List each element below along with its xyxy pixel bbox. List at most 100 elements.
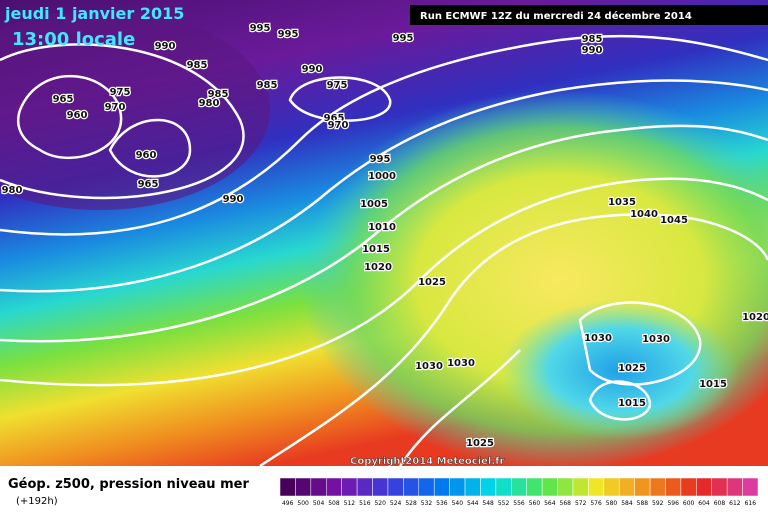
colorbar-swatch: [572, 477, 589, 497]
colorbar-label: 612: [729, 500, 741, 507]
isobar-label: 980: [2, 185, 23, 196]
isobar-label: 1040: [630, 209, 658, 220]
colorbar-label: 552: [498, 500, 510, 507]
colorbar-swatch: [418, 477, 435, 497]
time: 13:00 locale: [12, 29, 135, 50]
colorbar-swatch: [711, 477, 728, 497]
copyright: Copyright2014 Meteociel.fr: [350, 456, 504, 467]
colorbar-swatch: [726, 477, 743, 497]
isobar-label: 970: [105, 102, 126, 113]
colorbar-swatch: [433, 477, 450, 497]
colorbar-swatch: [588, 477, 605, 497]
run-info: Run ECMWF 12Z du mercredi 24 décembre 20…: [420, 10, 692, 22]
colorbar-label: 600: [683, 500, 695, 507]
isobar-label: 985: [187, 60, 208, 71]
colorbar-swatch: [665, 477, 682, 497]
colorbar-label: 524: [390, 500, 402, 507]
isobar-label: 1005: [360, 199, 388, 210]
isobar-label: 1045: [660, 215, 688, 226]
isobar-label: 995: [250, 23, 271, 34]
colorbar-swatch: [403, 477, 420, 497]
colorbar-swatch: [557, 477, 574, 497]
isobar-label: 990: [302, 64, 323, 75]
colorbar-swatch: [618, 477, 635, 497]
colorbar-label: 616: [745, 500, 757, 507]
contours: [0, 34, 768, 468]
low-field: [0, 10, 270, 210]
colorbar-label: 588: [637, 500, 649, 507]
colorbar-swatch: [680, 477, 697, 497]
colorbar-swatch: [310, 477, 327, 497]
isobar-label: 995: [393, 33, 414, 44]
isobar-label: 960: [67, 110, 88, 121]
isobar-label: 1025: [418, 277, 446, 288]
isobar-label: 980: [199, 98, 220, 109]
colorbar-swatch: [326, 477, 342, 497]
isobar-label: 1030: [584, 333, 612, 344]
colorbar-label: 576: [590, 500, 602, 507]
colorbar-label: 556: [513, 500, 525, 507]
date: jeudi 1 janvier 2015: [4, 4, 184, 23]
colorbar-label: 596: [667, 500, 679, 507]
colorbar-swatch: [511, 477, 527, 497]
colorbar-label: 508: [328, 500, 340, 507]
isobar-label: 1010: [368, 222, 396, 233]
isobar-label: 1015: [699, 379, 727, 390]
colorbar-swatch: [387, 477, 404, 497]
isobar-label: 965: [138, 179, 159, 190]
isobar-label: 990: [155, 41, 176, 52]
isobar-label: 1035: [608, 197, 636, 208]
trough-field: [500, 300, 740, 440]
colorbar-label: 572: [575, 500, 587, 507]
isobar-label: 1030: [415, 361, 443, 372]
run-box: [410, 5, 768, 25]
colorbar-swatch: [603, 477, 620, 497]
colorbar-swatch: [696, 477, 712, 497]
isobar-label: 1015: [618, 398, 646, 409]
lead-time: (+192h): [16, 496, 58, 507]
colorbar-label: 536: [436, 500, 448, 507]
footer-title: Géop. z500, pression niveau mer: [8, 477, 249, 492]
isobar-label: 1025: [618, 363, 646, 374]
colorbar-label: 532: [421, 500, 433, 507]
colorbar-label: 604: [698, 500, 710, 507]
isobar-label: 1030: [642, 334, 670, 345]
colorbar-label: 560: [529, 500, 541, 507]
colorbar-label: 500: [297, 500, 309, 507]
isobar-label: 985: [257, 80, 278, 91]
isobar-label: 970: [328, 120, 349, 131]
colorbar-label: 568: [560, 500, 572, 507]
colorbar: 496 500 504 508 512 516 520 524 528 532 536 540 544 5…: [279, 477, 759, 507]
colorbar-swatch: [495, 477, 512, 497]
colorbar-label: 516: [359, 500, 371, 507]
colorbar-swatch: [356, 477, 373, 497]
isobar-label: 990: [582, 45, 603, 56]
colorbar-swatch: [526, 477, 543, 497]
isobar-label: 1020: [742, 312, 768, 323]
colorbar-label: 512: [344, 500, 356, 507]
isobar-label: 1025: [466, 438, 494, 449]
isobar-label: 1020: [364, 262, 392, 273]
isobar-label: 995: [370, 154, 391, 165]
colorbar-swatch: [295, 477, 312, 497]
isobar-label: 965: [324, 113, 345, 124]
colorbar-label: 580: [606, 500, 618, 507]
isobar-label: 985: [208, 89, 229, 100]
colorbar-label: 592: [652, 500, 664, 507]
colorbar-swatch: [341, 477, 358, 497]
colorbar-label: 544: [467, 500, 479, 507]
isobar-label: 985: [582, 34, 603, 45]
colorbar-swatch: [742, 477, 759, 497]
isobar-label: 960: [136, 150, 157, 161]
colorbar-label: 540: [452, 500, 464, 507]
isobar-label: 1030: [447, 358, 475, 369]
colorbar-label: 520: [374, 500, 386, 507]
colorbar-swatch: [634, 477, 651, 497]
isobar-label: 1015: [362, 244, 390, 255]
isobar-label: 975: [110, 87, 131, 98]
colorbar-label: 528: [405, 500, 417, 507]
colorbar-swatch: [449, 477, 466, 497]
isobar-label: 995: [278, 29, 299, 40]
